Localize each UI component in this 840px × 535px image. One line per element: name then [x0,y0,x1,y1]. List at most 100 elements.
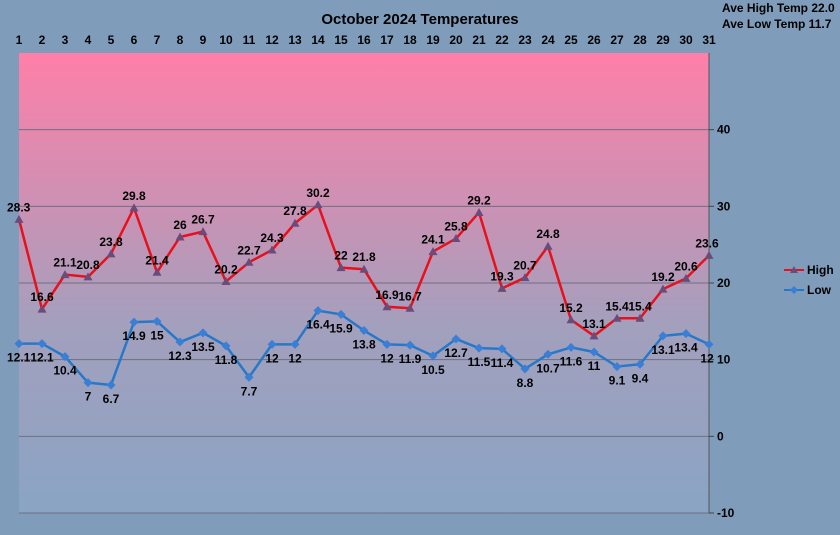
low-point [359,326,369,336]
high-point [336,263,346,272]
low-data-label: 12.3 [168,349,192,363]
high-data-label: 15.4 [605,299,629,313]
high-data-label: 20.8 [76,258,100,272]
high-data-label: 21.1 [53,256,77,270]
high-point [152,267,162,276]
low-point [129,317,139,327]
x-tick-label: 14 [311,33,325,47]
high-data-label: 29.2 [467,193,491,207]
low-data-label: 12.1 [7,351,31,365]
high-data-label: 26.7 [191,213,215,227]
legend-high-label: High [807,263,834,277]
high-point [267,245,277,254]
series-markers [14,200,714,390]
high-point [37,304,47,313]
low-data-label: 11.6 [560,354,583,368]
high-data-label: 22.7 [237,243,261,257]
low-data-label: 10.4 [53,364,77,378]
x-tick-label: 21 [472,33,486,47]
low-point [60,352,70,362]
x-tick-label: 8 [177,33,184,47]
low-data-label: 11 [588,359,601,373]
low-data-label: 13.5 [191,340,215,354]
x-tick-label: 9 [200,33,207,47]
low-point [313,306,323,316]
low-point [589,347,599,357]
high-point [83,272,93,281]
high-point [290,218,300,227]
high-data-label: 23.8 [99,235,123,249]
legend-item-high: High [784,263,834,277]
x-tick-label: 2 [39,33,46,47]
low-data-label: 16.4 [306,318,330,332]
high-point [382,302,392,311]
high-data-label: 15.2 [559,301,583,315]
legend-high-marker [790,266,798,273]
x-tick-label: 30 [679,33,693,47]
high-point [405,303,415,312]
low-point [152,316,162,326]
high-point [175,232,185,241]
high-data-label: 15.4 [628,299,652,313]
high-point [451,234,461,243]
low-point [658,331,668,341]
low-data-label: 13.4 [674,341,698,355]
high-data-label: 24.1 [421,233,445,247]
low-data-label: 11.9 [399,352,422,366]
low-data-label: 9.4 [632,371,649,385]
low-data-label: 10.5 [421,363,445,377]
high-point [106,249,116,258]
high-data-label: 25.8 [444,220,468,234]
high-data-label: 13.1 [582,317,606,331]
high-data-label: 29.8 [122,189,146,203]
low-data-label: 7.7 [241,384,258,398]
y-tick-label: -10 [717,506,735,520]
high-data-label: 23.6 [695,236,719,250]
high-data-label: 28.3 [7,200,31,214]
low-data-label: 15 [150,328,164,342]
high-point [704,250,714,259]
high-data-label: 20.6 [674,259,698,273]
high-point [60,270,70,279]
high-point [313,200,323,209]
low-data-label: 11.8 [215,353,238,367]
y-axis-ticks: 40 30 20 10 0 -10 [709,123,735,520]
low-data-label: 12 [288,351,302,365]
high-point [428,247,438,256]
low-point [336,309,346,319]
high-point [681,273,691,282]
high-point [520,273,530,282]
x-tick-label: 24 [541,33,555,47]
x-tick-label: 17 [380,33,394,47]
x-tick-label: 29 [656,33,670,47]
low-data-label: 10.7 [536,361,560,375]
low-data-label: 11.4 [491,356,514,370]
x-tick-label: 6 [131,33,138,47]
low-data-label: 13.8 [352,338,376,352]
x-tick-label: 10 [219,33,233,47]
y-tick-label: 30 [717,199,731,213]
high-data-label: 26 [173,218,187,232]
avg-low-annotation: Ave Low Temp 11.7 [722,17,832,31]
high-data-label: 24.3 [260,231,284,245]
high-data-label: 20.2 [214,262,238,276]
low-point [83,378,93,388]
low-data-label: 13.1 [651,343,675,357]
x-tick-label: 11 [243,33,256,47]
low-point [198,328,208,338]
y-tick-label: 0 [717,429,724,443]
high-data-label: 16.9 [375,288,399,302]
high-point [474,207,484,216]
low-data-label: 15.9 [329,321,353,335]
x-tick-label: 27 [610,33,624,47]
low-data-label: 6.7 [103,392,120,406]
legend-low-label: Low [807,283,832,297]
low-point [244,372,254,382]
high-data-label: 30.2 [306,186,330,200]
legend: High Low [784,263,834,297]
high-point [14,214,24,223]
low-point [612,362,622,372]
x-tick-label: 26 [587,33,601,47]
